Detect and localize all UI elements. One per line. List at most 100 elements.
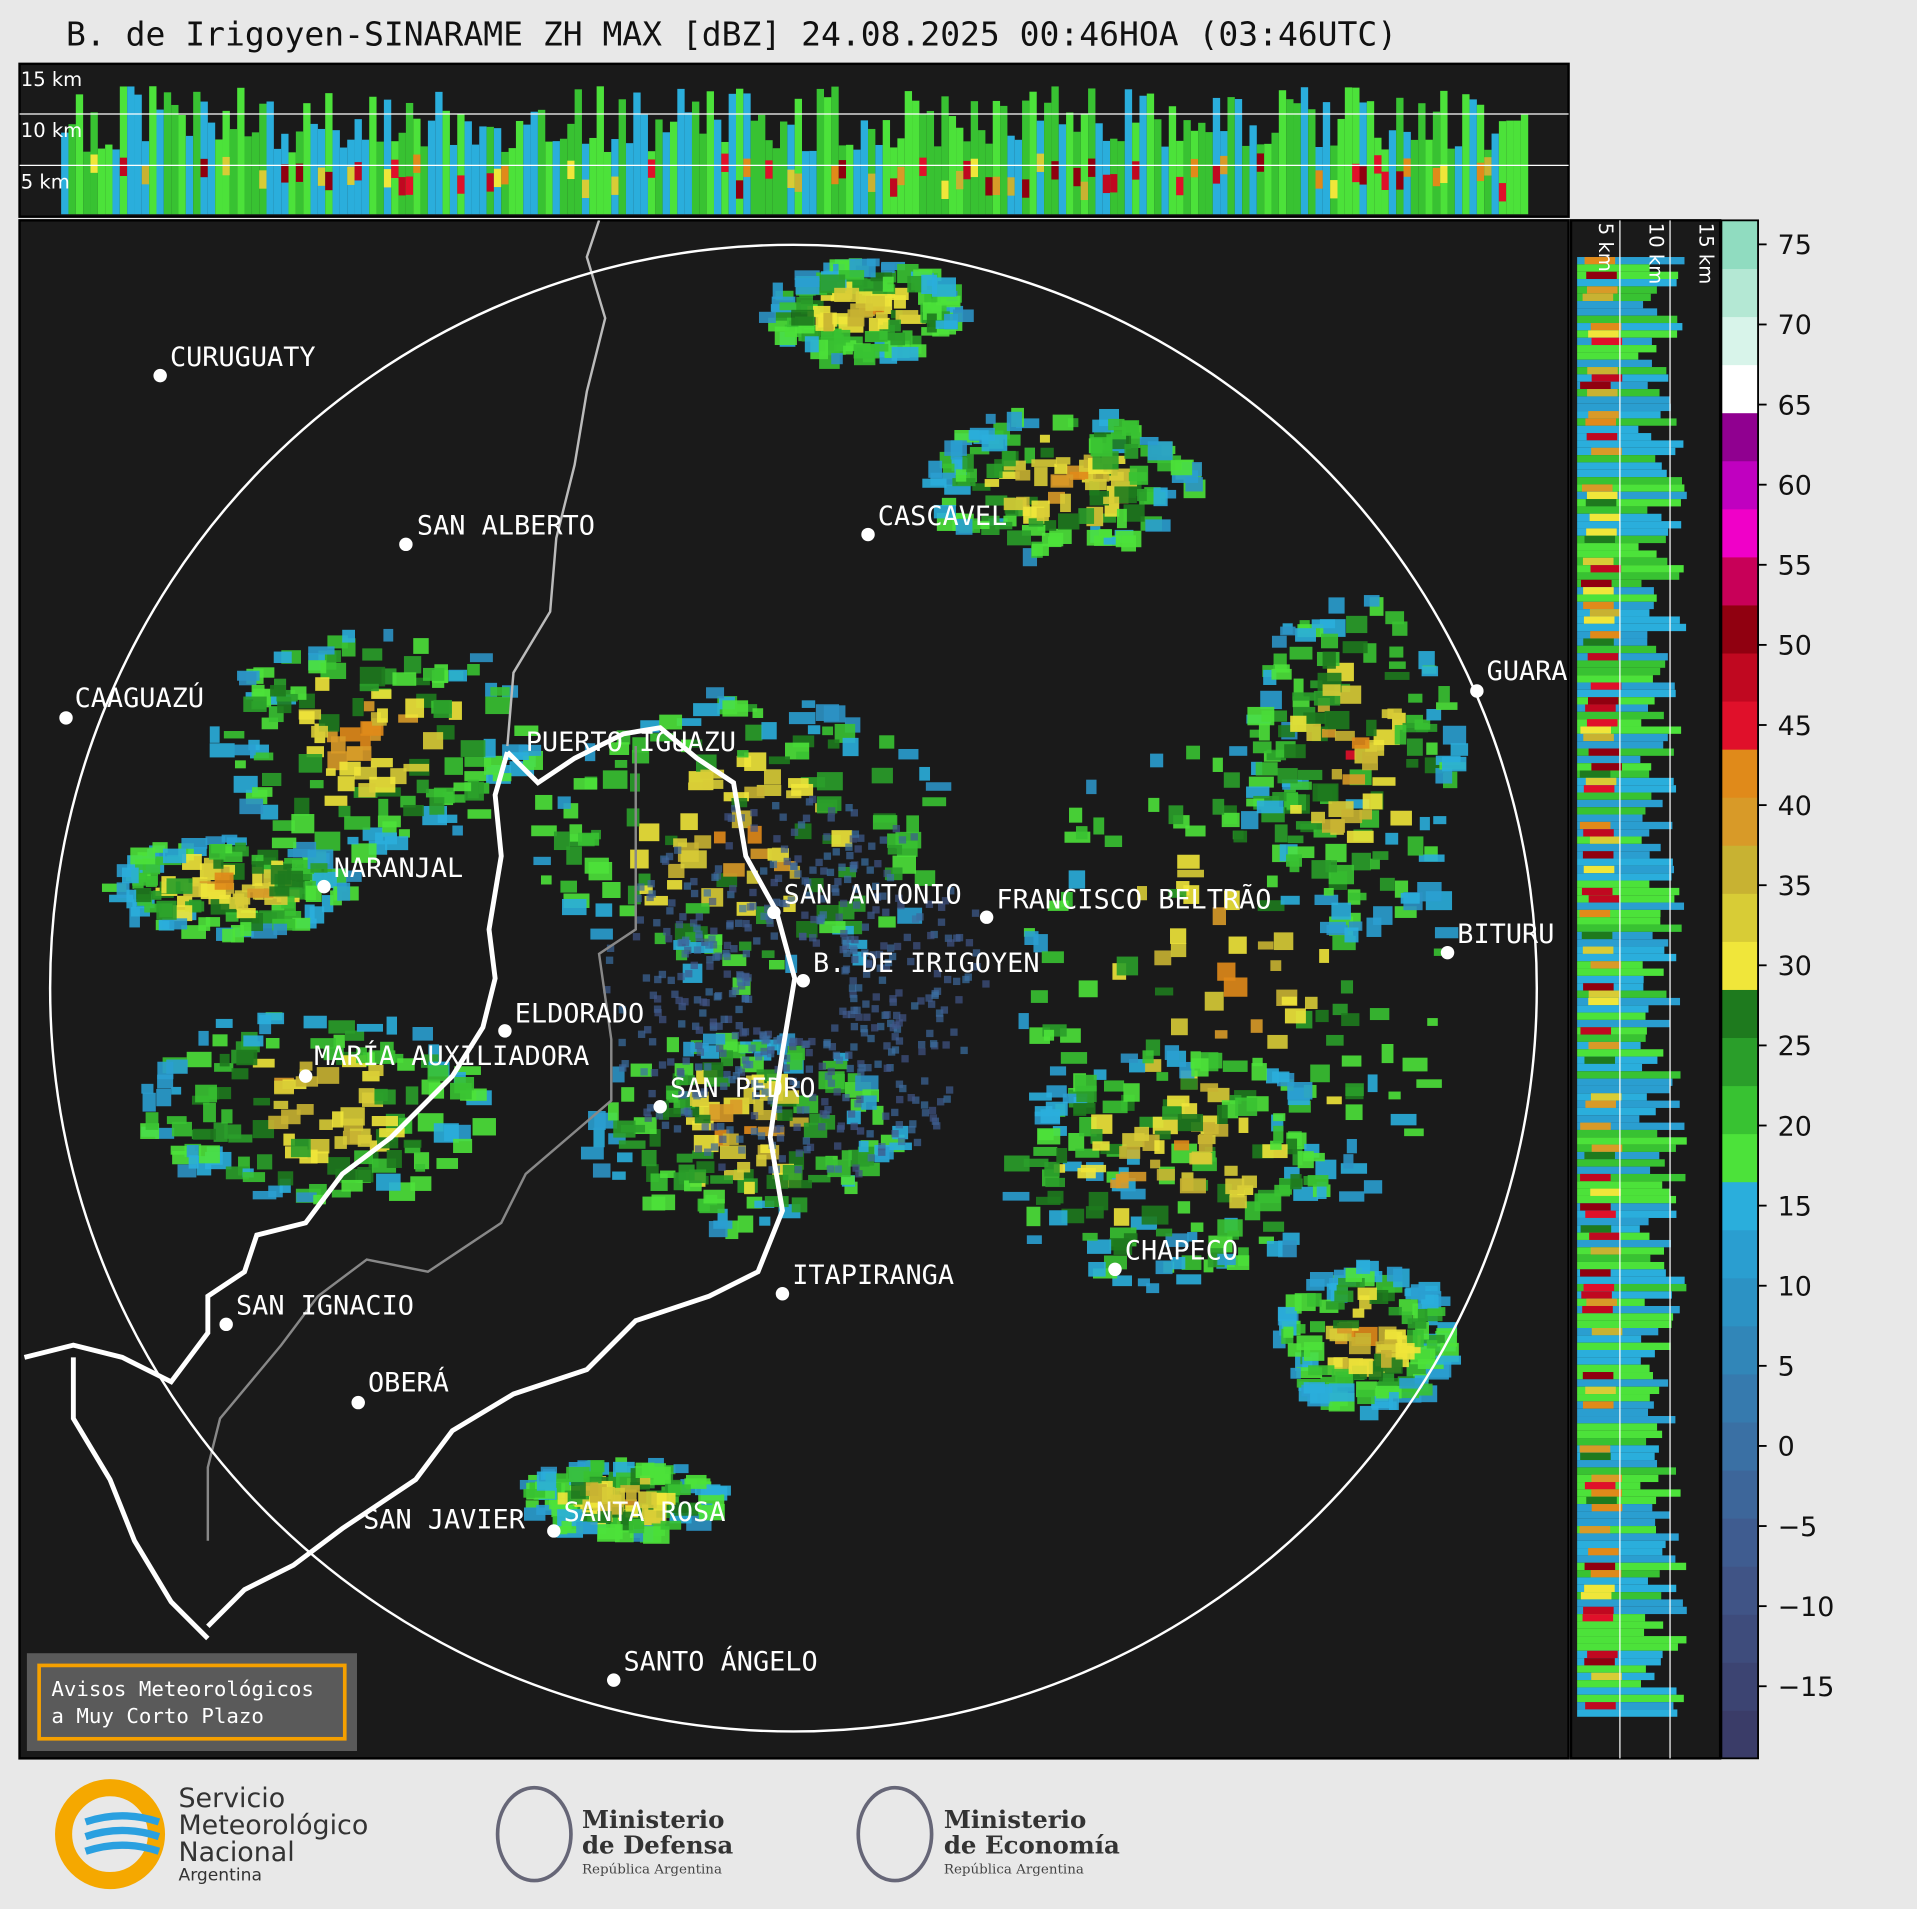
echo-cell — [1426, 709, 1442, 721]
profile-col — [266, 101, 274, 215]
echo-cell — [1385, 611, 1405, 625]
profile-core — [1396, 171, 1404, 190]
echo-cell — [344, 816, 371, 830]
echo-cell — [710, 1123, 719, 1131]
profile-core — [1381, 171, 1389, 191]
echo-cell — [774, 874, 783, 883]
echo-cell — [878, 976, 887, 984]
echo-cell — [478, 782, 490, 794]
echo-cell — [846, 935, 854, 943]
echo-cell — [789, 1037, 798, 1046]
profile-col — [1484, 149, 1492, 215]
echo-cell — [172, 905, 193, 922]
echo-cell — [854, 845, 862, 853]
echo-cell — [653, 1492, 667, 1511]
echo-cell — [109, 894, 134, 903]
echo-cell — [755, 1110, 783, 1121]
echo-cell — [1290, 1174, 1302, 1190]
profile-core — [1315, 170, 1323, 189]
echo-cell — [213, 858, 224, 869]
echo-cell — [1426, 1340, 1438, 1349]
profile-row — [1577, 1313, 1674, 1321]
echo-cell — [668, 863, 685, 878]
profile-row — [1577, 418, 1677, 426]
echo-cell — [209, 743, 235, 758]
echo-cell — [311, 725, 328, 738]
echo-cell — [702, 1033, 726, 1045]
echo-cell — [764, 1196, 789, 1208]
echo-cell — [613, 1487, 625, 1505]
echo-cell — [398, 714, 419, 723]
echo-cell — [772, 802, 780, 810]
echo-cell — [1112, 1275, 1132, 1287]
echo-cell — [1077, 1167, 1096, 1179]
city-dot — [547, 1524, 561, 1538]
echo-cell — [347, 836, 359, 845]
echo-cell — [1316, 1181, 1327, 1200]
echo-cell — [186, 1051, 212, 1068]
echo-cell — [1147, 441, 1173, 461]
profile-core — [1581, 887, 1613, 896]
echo-cell — [726, 922, 734, 930]
echo-cell — [1156, 1169, 1175, 1181]
city-label: SAN PEDRO — [670, 1073, 816, 1104]
echo-cell — [663, 927, 671, 936]
echo-cell — [953, 934, 961, 942]
echo-cell — [252, 787, 273, 797]
echo-cell — [1208, 1052, 1223, 1069]
colorbar-segment — [1721, 1662, 1759, 1711]
echo-cell — [1153, 487, 1168, 507]
echo-cell — [1028, 518, 1044, 527]
echo-cell — [791, 309, 814, 326]
echo-cell — [1142, 1050, 1154, 1064]
echo-cell — [701, 1123, 709, 1131]
echo-cell — [1217, 1253, 1236, 1265]
echo-cell — [833, 334, 844, 345]
echo-cell — [924, 291, 938, 303]
echo-cell — [689, 919, 698, 927]
profile-core — [501, 166, 509, 185]
echo-cell — [282, 1079, 307, 1090]
echo-cell — [1049, 1210, 1068, 1226]
echo-cell — [855, 1170, 863, 1178]
echo-cell — [356, 1047, 367, 1064]
echo-cell — [877, 1022, 885, 1031]
echo-cell — [832, 1051, 841, 1059]
echo-cell — [1023, 496, 1038, 505]
echo-cell — [795, 1038, 804, 1046]
profile-col — [1388, 130, 1397, 215]
echo-cell — [1154, 1130, 1171, 1140]
echo-cell — [464, 771, 489, 782]
echo-cell — [341, 638, 356, 657]
echo-cell — [376, 1173, 401, 1191]
echo-cell — [855, 984, 863, 992]
profile-core — [970, 158, 979, 178]
echo-cell — [1388, 1091, 1401, 1100]
echo-cell — [837, 1122, 846, 1130]
echo-cell — [878, 1143, 886, 1151]
profile-row — [1577, 887, 1680, 896]
echo-cell — [1323, 887, 1334, 896]
echo-cell — [1049, 1066, 1067, 1076]
profile-core — [941, 180, 949, 199]
profile-row — [1577, 1137, 1687, 1145]
echo-cell — [883, 1042, 891, 1050]
city-dot — [298, 1069, 313, 1083]
echo-cell — [371, 689, 392, 699]
echo-cell — [809, 866, 817, 874]
profile-core — [1584, 535, 1616, 544]
echo-cell — [651, 1194, 676, 1211]
echo-cell — [1417, 882, 1442, 902]
colorbar-segment — [1721, 460, 1759, 510]
echo-cell — [1050, 474, 1074, 488]
echo-cell — [655, 1112, 664, 1120]
echo-cell — [685, 1474, 707, 1489]
echo-cell — [661, 1121, 670, 1129]
echo-cell — [850, 994, 858, 1003]
echo-cell — [955, 518, 973, 535]
echo-cell — [725, 842, 733, 850]
echo-cell — [571, 1482, 586, 1499]
colorbar-label: 45 — [1778, 711, 1812, 742]
echo-cell — [809, 1113, 821, 1126]
echo-cell — [1204, 991, 1224, 1011]
